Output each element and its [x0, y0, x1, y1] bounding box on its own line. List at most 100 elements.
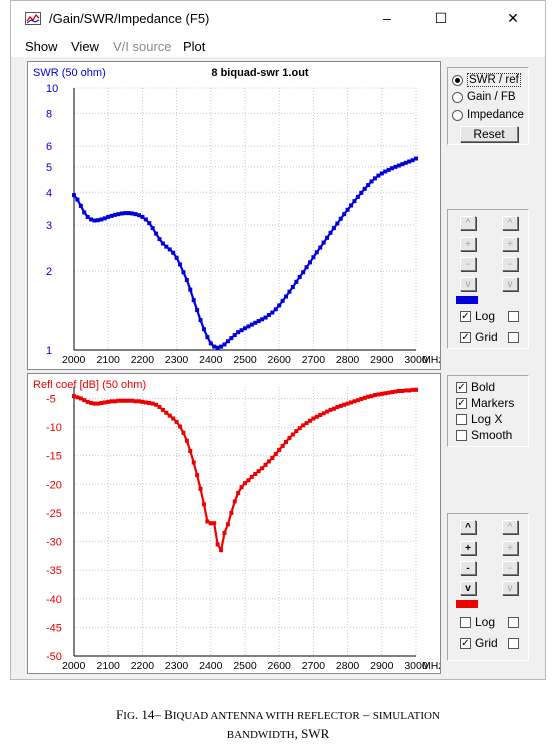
radio-swr-ref-dot[interactable]: [452, 74, 463, 86]
refl-left-plus-button[interactable]: +: [460, 541, 476, 555]
refl-grid-check-mark[interactable]: ✓: [460, 637, 471, 649]
data-point: [154, 231, 159, 236]
data-point: [410, 387, 415, 392]
data-point: [157, 237, 162, 242]
refl-right-plus-button[interactable]: +: [502, 541, 518, 555]
swr-left-down-button[interactable]: v: [460, 277, 476, 291]
refl-left-down-button[interactable]: v: [460, 581, 476, 595]
swr-log-right-checkbox[interactable]: [508, 311, 519, 322]
swr-scale-group: ^ ^ + + - - v v ✓ Log ✓ Grid: [447, 209, 529, 349]
markers-check-mark[interactable]: ✓: [456, 397, 467, 409]
series-line: [73, 388, 416, 554]
swr-log-check-mark[interactable]: ✓: [460, 310, 471, 322]
radio-swr-ref-label: SWR / ref: [467, 73, 521, 87]
menu-vi-source[interactable]: V/I source: [113, 39, 172, 54]
data-point: [270, 310, 275, 315]
data-point: [208, 341, 213, 346]
data-point: [290, 284, 295, 289]
smooth-checkbox[interactable]: Smooth: [456, 428, 512, 442]
menu-plot[interactable]: Plot: [183, 39, 206, 54]
reset-button[interactable]: Reset: [460, 126, 518, 142]
swr-right-down-button[interactable]: v: [502, 277, 518, 291]
swr-log-checkbox[interactable]: ✓ Log: [460, 309, 495, 323]
data-point: [147, 401, 152, 406]
swr-grid-check-mark[interactable]: ✓: [460, 331, 471, 343]
data-point: [400, 389, 405, 394]
close-button[interactable]: ✕: [507, 9, 519, 26]
radio-impedance[interactable]: Impedance: [452, 109, 524, 121]
refl-color-swatch[interactable]: [456, 600, 478, 608]
swr-left-up-button[interactable]: ^: [460, 216, 476, 230]
swr-left-plus-button[interactable]: +: [460, 237, 476, 251]
smooth-label: Smooth: [471, 428, 513, 442]
data-point: [414, 156, 418, 161]
swr-right-plus-button[interactable]: +: [502, 237, 518, 251]
data-point: [400, 162, 405, 167]
menu-bar: Show View V/I source Plot: [11, 35, 545, 57]
data-point: [215, 345, 220, 350]
data-point: [280, 443, 285, 448]
data-point: [188, 449, 193, 454]
x-tick-label: 2000: [62, 660, 86, 672]
menu-show[interactable]: Show: [25, 39, 58, 54]
refl-log-right-checkbox[interactable]: [508, 617, 519, 628]
data-point: [386, 390, 391, 395]
menu-view[interactable]: View: [71, 39, 99, 54]
x-tick-label: 2400: [199, 354, 223, 366]
minimize-button[interactable]: –: [383, 10, 391, 26]
data-point: [181, 430, 186, 435]
swr-grid-right-checkbox[interactable]: [508, 332, 519, 343]
data-point: [277, 447, 282, 452]
refl-log-checkbox[interactable]: Log: [460, 615, 495, 629]
data-point: [249, 322, 254, 327]
data-point: [236, 490, 241, 495]
x-tick-label: 2100: [97, 354, 121, 366]
swr-left-minus-button[interactable]: -: [460, 257, 476, 271]
data-point: [284, 294, 289, 299]
data-point: [109, 213, 114, 218]
x-tick-label: 3000: [404, 354, 428, 366]
title-bar[interactable]: /Gain/SWR/Impedance (F5) – ☐ ✕: [11, 1, 545, 35]
data-point: [263, 315, 268, 320]
data-point: [366, 394, 371, 399]
refl-left-minus-button[interactable]: -: [460, 561, 476, 575]
log-x-checkbox[interactable]: Log X: [456, 412, 502, 426]
data-point: [89, 217, 94, 222]
data-point: [212, 521, 217, 526]
data-point: [167, 247, 172, 252]
data-point: [78, 396, 83, 401]
data-point: [321, 411, 326, 416]
data-point: [352, 199, 357, 204]
refl-right-up-button[interactable]: ^: [502, 520, 518, 534]
data-point: [191, 298, 196, 303]
maximize-button[interactable]: ☐: [434, 9, 448, 26]
refl-grid-checkbox[interactable]: ✓ Grid: [460, 636, 498, 650]
data-point: [383, 391, 388, 396]
log-x-check-box[interactable]: [456, 413, 467, 425]
radio-impedance-dot[interactable]: [452, 109, 463, 121]
bold-check-mark[interactable]: ✓: [456, 381, 467, 393]
refl-grid-right-checkbox[interactable]: [508, 638, 519, 649]
smooth-check-box[interactable]: [456, 429, 467, 441]
swr-color-swatch[interactable]: [456, 296, 478, 304]
swr-grid-checkbox[interactable]: ✓ Grid: [460, 330, 498, 344]
data-point: [345, 401, 350, 406]
data-point: [314, 414, 319, 419]
swr-right-minus-button[interactable]: -: [502, 257, 518, 271]
y-tick-label: 2: [46, 266, 52, 278]
data-point: [136, 213, 141, 218]
radio-gain-fb[interactable]: Gain / FB: [452, 91, 516, 103]
bold-checkbox[interactable]: ✓ Bold: [456, 380, 495, 394]
refl-log-check-box[interactable]: [460, 616, 471, 628]
data-point: [205, 519, 210, 524]
swr-right-up-button[interactable]: ^: [502, 216, 518, 230]
markers-checkbox[interactable]: ✓ Markers: [456, 396, 514, 410]
radio-gain-fb-dot[interactable]: [452, 91, 463, 103]
refl-right-minus-button[interactable]: -: [502, 561, 518, 575]
refl-right-down-button[interactable]: v: [502, 581, 518, 595]
data-point: [243, 481, 247, 486]
data-point: [232, 499, 237, 504]
radio-swr-ref[interactable]: SWR / ref: [452, 73, 521, 87]
refl-left-up-button[interactable]: ^: [460, 520, 476, 534]
